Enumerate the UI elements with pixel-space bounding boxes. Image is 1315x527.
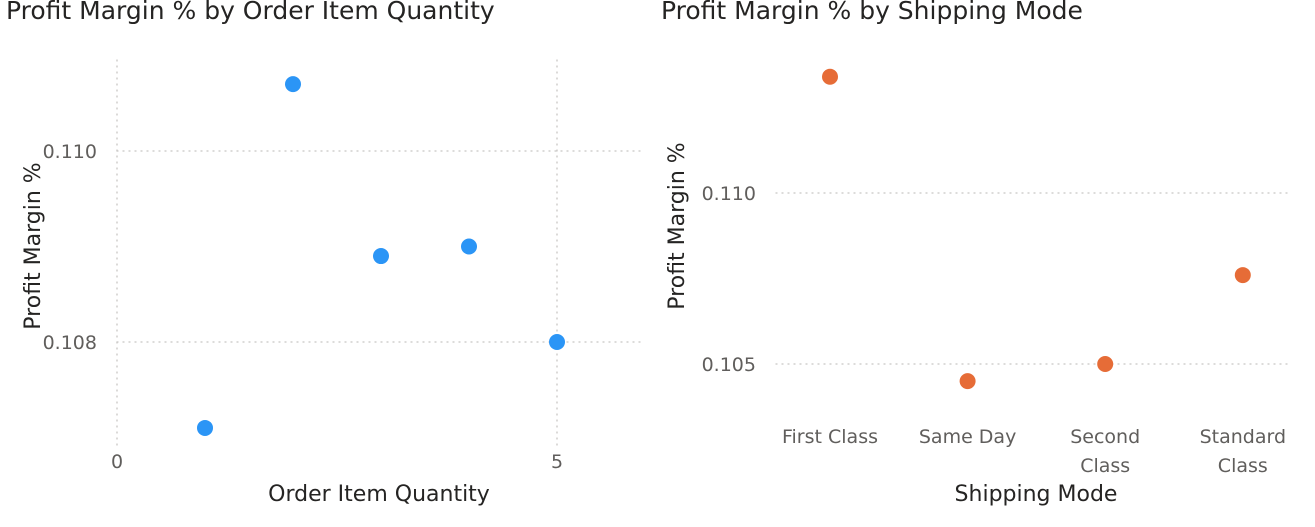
data-point — [197, 419, 213, 436]
x-axis-title: Order Item Quantity — [268, 482, 490, 507]
y-tick-label: 0.105 — [702, 354, 756, 376]
y-axis-title: Profit Margin % — [665, 142, 690, 309]
data-point — [1234, 267, 1251, 284]
x-tick-label: Same Day — [919, 426, 1016, 448]
y-axis-title: Profit Margin % — [21, 162, 46, 329]
data-point — [959, 373, 976, 390]
data-point — [549, 334, 565, 350]
scatter-chart-quantity: 0.108 0.110 0 5 Order Item Quantity Profit Ma… — [21, 59, 642, 507]
chart-title: Profit Margin % by Order Item Quantity — [6, 0, 495, 25]
data-point — [1097, 356, 1114, 372]
y-tick-label: 0.108 — [43, 332, 97, 354]
x-tick-label: 5 — [551, 451, 563, 473]
x-axis-title: Shipping Mode — [955, 482, 1118, 507]
x-tick-label: Class — [1218, 455, 1268, 477]
chart-panel-shipping: Profit Margin % by Shipping Mode 0.105 0.… — [650, 0, 1315, 527]
data-point — [461, 238, 477, 255]
x-tick-label: Standard — [1200, 426, 1286, 448]
data-point — [285, 76, 301, 93]
chart-panel-quantity: Profit Margin % by Order Item Quantity 0… — [0, 0, 650, 527]
y-tick-label: 0.110 — [43, 141, 97, 163]
x-tick-label: Class — [1080, 455, 1130, 477]
x-tick-label: Second — [1070, 426, 1140, 448]
y-tick-label: 0.110 — [702, 183, 756, 205]
x-tick-label: First Class — [782, 426, 878, 448]
data-point — [822, 68, 838, 85]
scatter-chart-shipping: 0.105 0.110 First Class Same Day Second Class… — [665, 68, 1288, 507]
x-tick-label: 0 — [111, 451, 123, 473]
chart-title: Profit Margin % by Shipping Mode — [661, 0, 1083, 25]
data-point — [373, 248, 389, 265]
